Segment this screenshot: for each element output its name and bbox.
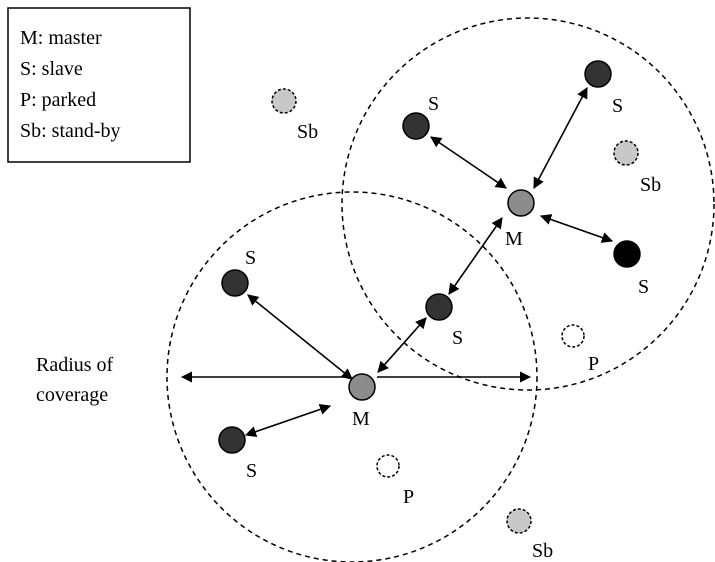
slave-node-2 [218,426,246,454]
slave-label-6: S [638,276,649,298]
parked-node-2 [561,324,585,348]
coverage-circle-left [166,191,538,562]
legend-parked: P: parked [20,89,96,111]
slave-label-2: S [246,460,257,482]
parked-node-1 [376,454,400,478]
master-node-2 [507,189,535,217]
legend-box [7,7,191,163]
slave-label-5: S [612,95,623,117]
standby-node-2 [613,140,639,166]
standby-label-3: Sb [532,540,553,562]
slave-node-1 [221,269,249,297]
coverage-circle-right [341,17,715,391]
link-m2-s3 [448,217,503,295]
slave-label-3: S [452,327,463,349]
slave-label-1: S [245,247,256,269]
legend-standby: Sb: stand-by [20,120,121,142]
legend: M: master S: slave P: parked Sb: stand-b… [7,7,191,163]
legend-slave: S: slave [20,58,83,80]
link-m1-s2 [244,403,332,438]
radius-label-line1: Radius of [36,354,114,376]
link-m2-s5 [533,87,588,189]
parked-label-1: P [403,486,414,508]
slave-node-6 [613,240,641,268]
link-m2-s4 [430,136,507,189]
link-m1-s3 [377,317,427,373]
link-m2-s6 [539,214,614,243]
slave-node-5 [584,60,612,88]
slave-node-3 [425,293,453,321]
standby-label-1: Sb [297,121,318,143]
standby-node-1 [271,88,297,114]
master-label-2: M [505,228,523,250]
master-node-1 [348,373,376,401]
radius-label-line2: coverage [36,384,108,406]
master-label-1: M [352,408,370,430]
slave-label-4: S [428,93,439,115]
standby-label-2: Sb [640,174,661,196]
parked-label-2: P [588,353,599,375]
legend-master: M: master [20,27,102,49]
link-m1-s1 [247,294,353,380]
slave-node-4 [402,112,430,140]
standby-node-3 [506,508,532,534]
